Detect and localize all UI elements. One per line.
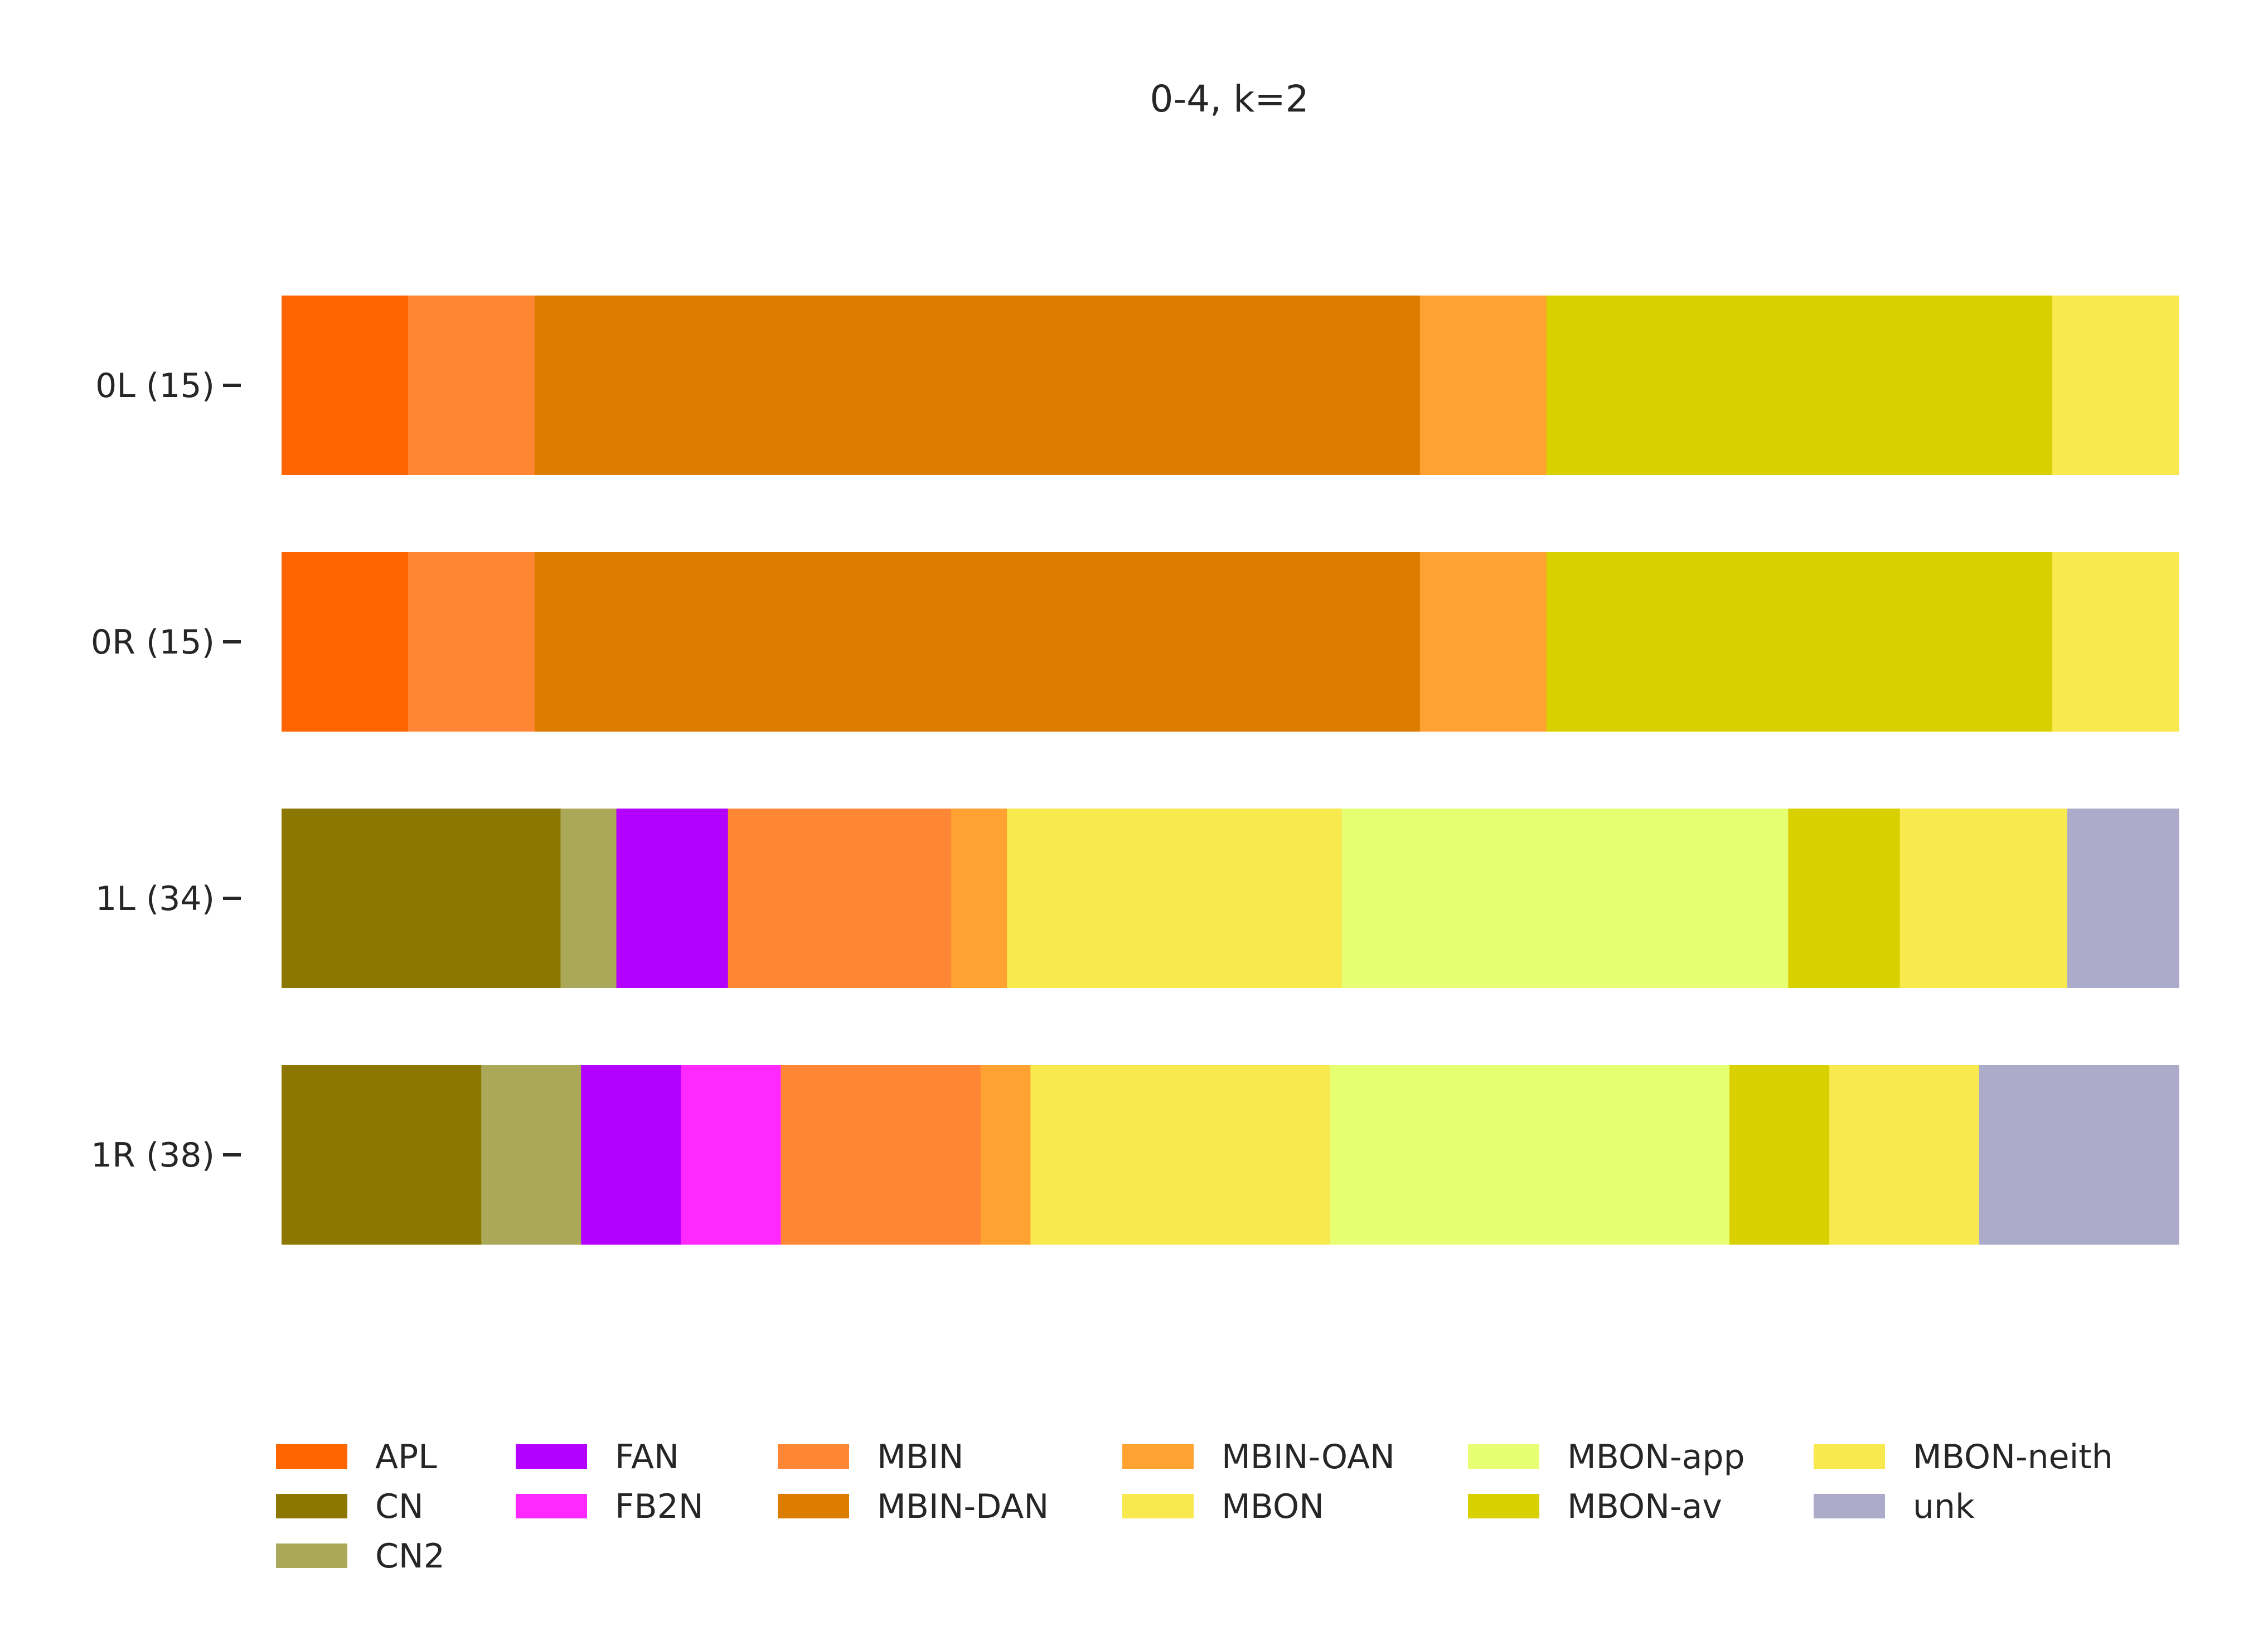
legend-swatch <box>1122 1444 1194 1469</box>
legend-swatch <box>778 1494 849 1518</box>
legend-item-mbon-app: MBON-app <box>1468 1438 1745 1477</box>
bar-segment-1l-34-mbon-neith <box>1899 809 2068 988</box>
legend-item-fan: FAN <box>516 1438 679 1477</box>
legend-swatch <box>516 1444 587 1469</box>
bars-group <box>282 296 2179 1245</box>
legend-label: FAN <box>615 1438 679 1477</box>
legend-swatch <box>1468 1444 1539 1469</box>
bar-segment-0l-15-apl <box>282 296 409 475</box>
bar-segment-1r-38-mbon <box>1030 1065 1331 1245</box>
y-tick-label: 0L (15) <box>95 366 215 405</box>
legend-item-mbin: MBIN <box>778 1438 964 1477</box>
legend-label: FB2N <box>615 1487 704 1526</box>
bar-segment-1r-38-fan <box>581 1065 681 1245</box>
bar-segment-1l-34-cn <box>282 809 561 988</box>
legend-swatch <box>778 1444 849 1469</box>
legend-item-apl: APL <box>276 1438 437 1477</box>
legend-label: unk <box>1913 1487 1975 1526</box>
legend-swatch <box>276 1444 347 1469</box>
legend-item-fb2n: FB2N <box>516 1487 704 1526</box>
bar-segment-1l-34-unk <box>2067 809 2179 988</box>
legend-label: MBON-av <box>1567 1487 1722 1526</box>
bar-segment-1l-34-mbin <box>728 809 952 988</box>
legend-label: MBON <box>1222 1487 1324 1526</box>
legend-item-cn: CN <box>276 1487 424 1526</box>
bar-segment-1r-38-unk <box>1979 1065 2179 1245</box>
legend-label: MBON-neith <box>1913 1438 2113 1477</box>
legend-label: APL <box>375 1438 437 1477</box>
legend-swatch <box>1122 1494 1194 1518</box>
bar-segment-0r-15-mbin-dan <box>534 552 1421 732</box>
chart-title: 0-4, k=2 <box>1150 78 1309 120</box>
bar-segment-1r-38-fb2n <box>681 1065 782 1245</box>
bar-segment-1l-34-mbon-av <box>1788 809 1901 988</box>
legend-label: MBIN <box>877 1438 964 1477</box>
legend-swatch <box>1814 1494 1885 1518</box>
legend-label: CN <box>375 1487 424 1526</box>
legend-label: MBIN-DAN <box>877 1487 1049 1526</box>
bar-segment-1l-34-mbon <box>1007 809 1343 988</box>
bar-segment-0r-15-apl <box>282 552 409 732</box>
y-axis: 0L (15) 0R (15) 1L (34) 1R (38) <box>91 366 241 1175</box>
bar-segment-0l-15-mbon-av <box>1546 296 2053 475</box>
y-tick-label: 0R (15) <box>91 623 215 662</box>
y-tick-label: 1R (38) <box>91 1136 215 1175</box>
legend-swatch <box>516 1494 587 1518</box>
bar-segment-1r-38-cn2 <box>481 1065 581 1245</box>
bar-segment-1r-38-mbon-neith <box>1829 1065 1980 1245</box>
legend-label: MBON-app <box>1567 1438 1745 1477</box>
legend-swatch <box>1814 1444 1885 1469</box>
bar-segment-1r-38-mbin-oan <box>980 1065 1031 1245</box>
bar-segment-1l-34-mbon-app <box>1341 809 1789 988</box>
legend-item-mbon-av: MBON-av <box>1468 1487 1722 1526</box>
bar-segment-1r-38-cn <box>282 1065 482 1245</box>
y-tick-label: 1L (34) <box>95 879 215 918</box>
bar-segment-0l-15-mbin <box>408 296 535 475</box>
bar-segment-1r-38-mbon-app <box>1330 1065 1730 1245</box>
legend: APL FAN MBIN MBIN-OAN MBON-app MBON-neith CN FB… <box>276 1438 2113 1576</box>
legend-item-cn2: CN2 <box>276 1537 445 1576</box>
bar-segment-1l-34-fan <box>616 809 729 988</box>
legend-item-mbin-dan: MBIN-DAN <box>778 1487 1049 1526</box>
legend-item-mbin-oan: MBIN-OAN <box>1122 1438 1395 1477</box>
bar-segment-1r-38-mbon-av <box>1729 1065 1830 1245</box>
bar-segment-0r-15-mbin-oan <box>1419 552 1547 732</box>
legend-item-unk: unk <box>1814 1487 1975 1526</box>
bar-segment-0l-15-mbin-oan <box>1419 296 1547 475</box>
bar-segment-0l-15-mbin-dan <box>534 296 1421 475</box>
legend-swatch <box>1468 1494 1539 1518</box>
legend-swatch <box>276 1543 347 1568</box>
legend-label: CN2 <box>375 1537 445 1576</box>
legend-label: MBIN-OAN <box>1222 1438 1395 1477</box>
bar-segment-1l-34-mbin-oan <box>951 809 1007 988</box>
bar-segment-0r-15-mbon-neith <box>2052 552 2179 732</box>
legend-item-mbon-neith: MBON-neith <box>1814 1438 2113 1477</box>
bar-segment-0l-15-mbon-neith <box>2052 296 2179 475</box>
bar-segment-1r-38-mbin <box>781 1065 981 1245</box>
bar-segment-0r-15-mbin <box>408 552 535 732</box>
bar-segment-1l-34-cn2 <box>560 809 617 988</box>
bar-segment-0r-15-mbon-av <box>1546 552 2053 732</box>
legend-item-mbon: MBON <box>1122 1487 1324 1526</box>
legend-swatch <box>276 1494 347 1518</box>
